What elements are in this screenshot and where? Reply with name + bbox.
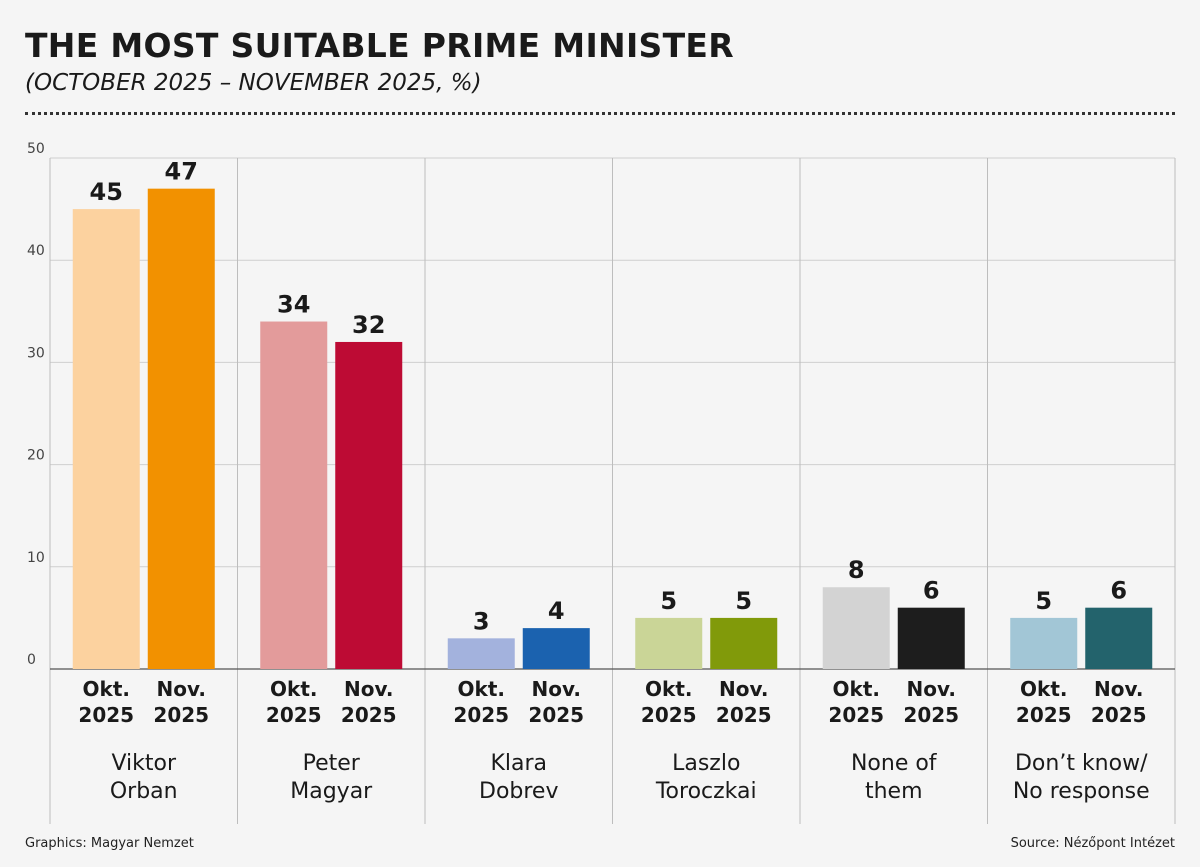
- x-tick-label: 2025: [903, 703, 959, 727]
- x-tick-label: 2025: [1016, 703, 1072, 727]
- bar-chart: 0102030405045Okt.202547Nov.2025ViktorOrb…: [27, 141, 1176, 824]
- x-tick-label: Okt.: [458, 677, 505, 701]
- y-tick-label: 50: [27, 141, 45, 157]
- chart-subtitle: (OCTOBER 2025 – NOVEMBER 2025, %): [25, 70, 482, 96]
- data-label: 8: [848, 556, 865, 584]
- data-label: 5: [735, 587, 752, 615]
- data-label: 4: [548, 597, 565, 625]
- x-tick-label: 2025: [1091, 703, 1147, 727]
- data-label: 3: [473, 607, 490, 635]
- x-tick-label: Nov.: [1094, 677, 1143, 701]
- chart-title: THE MOST SUITABLE PRIME MINISTER: [25, 26, 734, 65]
- bar: [1085, 607, 1153, 669]
- x-tick-label: Nov.: [907, 677, 956, 701]
- data-label: 47: [165, 158, 198, 186]
- bar: [1010, 617, 1078, 669]
- x-tick-label: Okt.: [1020, 677, 1067, 701]
- footer-credit: Graphics: Magyar Nemzet: [25, 836, 194, 851]
- bar: [260, 321, 328, 669]
- x-tick-label: Okt.: [833, 677, 880, 701]
- bar: [897, 607, 965, 669]
- data-label: 34: [277, 291, 310, 319]
- bar: [147, 188, 215, 669]
- title-divider: [25, 112, 1175, 115]
- y-tick-label: 0: [27, 652, 36, 668]
- category-label: Don’t know/: [1015, 751, 1148, 776]
- x-tick-label: Okt.: [270, 677, 317, 701]
- data-label: 5: [660, 587, 677, 615]
- bar: [710, 617, 778, 669]
- x-tick-label: 2025: [453, 703, 509, 727]
- y-tick-label: 20: [27, 448, 45, 464]
- category-label: Magyar: [290, 779, 373, 804]
- bar: [72, 209, 140, 669]
- x-tick-label: 2025: [153, 703, 209, 727]
- x-tick-label: Nov.: [719, 677, 768, 701]
- data-label: 32: [352, 311, 385, 339]
- category-label: Toroczkai: [655, 779, 757, 804]
- x-tick-label: 2025: [716, 703, 772, 727]
- y-tick-label: 10: [27, 550, 45, 566]
- x-tick-label: 2025: [78, 703, 134, 727]
- x-tick-label: Nov.: [157, 677, 206, 701]
- category-label: Viktor: [111, 751, 177, 776]
- x-tick-label: Okt.: [83, 677, 130, 701]
- x-tick-label: 2025: [266, 703, 322, 727]
- x-tick-label: 2025: [528, 703, 584, 727]
- data-label: 6: [1110, 577, 1127, 605]
- x-tick-label: Nov.: [532, 677, 581, 701]
- x-tick-label: Okt.: [645, 677, 692, 701]
- category-label: Orban: [110, 779, 178, 804]
- footer-source: Source: Nézőpont Intézet: [1010, 836, 1175, 851]
- y-tick-label: 30: [27, 345, 45, 361]
- data-label: 6: [923, 577, 940, 605]
- category-label: None of: [851, 751, 938, 776]
- y-tick-label: 40: [27, 243, 45, 259]
- category-label: Laszlo: [672, 751, 740, 776]
- data-label: 45: [90, 178, 123, 206]
- x-tick-label: Nov.: [344, 677, 393, 701]
- bar: [447, 638, 515, 669]
- bar: [635, 617, 703, 669]
- category-label: Dobrev: [479, 779, 558, 804]
- category-label: them: [865, 779, 923, 804]
- category-label: Klara: [490, 751, 547, 776]
- category-label: Peter: [303, 751, 361, 776]
- x-tick-label: 2025: [641, 703, 697, 727]
- bar: [522, 628, 590, 669]
- x-tick-label: 2025: [828, 703, 884, 727]
- data-label: 5: [1035, 587, 1052, 615]
- bar: [822, 587, 890, 669]
- x-tick-label: 2025: [341, 703, 397, 727]
- bar: [335, 341, 403, 669]
- category-label: No response: [1013, 779, 1150, 804]
